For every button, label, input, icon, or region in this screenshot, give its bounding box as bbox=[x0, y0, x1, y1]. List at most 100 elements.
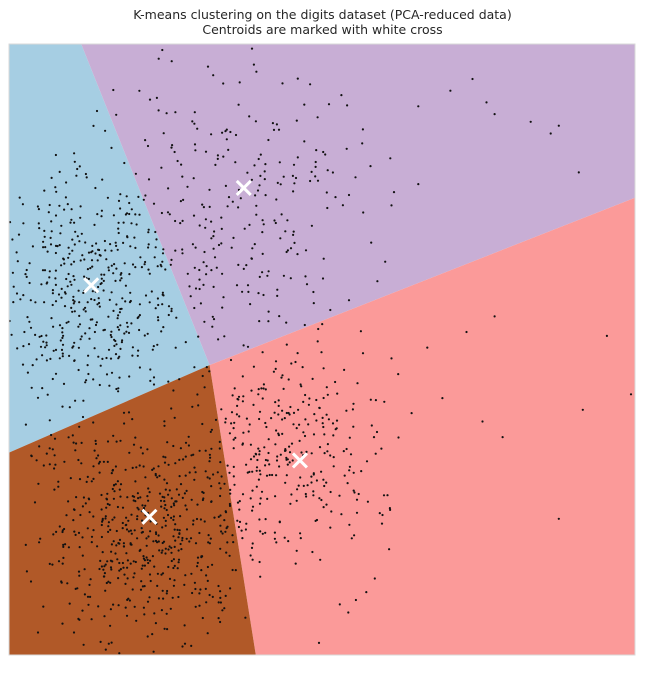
data-point bbox=[289, 405, 292, 409]
data-point bbox=[313, 413, 316, 416]
data-point bbox=[189, 295, 192, 298]
data-point bbox=[277, 432, 280, 435]
data-point bbox=[62, 545, 65, 549]
data-point bbox=[251, 470, 254, 473]
data-point bbox=[63, 291, 67, 294]
data-point bbox=[208, 370, 211, 373]
data-point bbox=[38, 335, 41, 338]
data-point bbox=[220, 475, 223, 478]
data-point bbox=[259, 153, 262, 156]
data-point bbox=[261, 532, 264, 535]
data-point bbox=[186, 185, 189, 188]
data-point bbox=[140, 527, 143, 530]
data-point bbox=[162, 540, 166, 543]
data-point bbox=[274, 443, 277, 446]
data-point bbox=[264, 163, 267, 166]
data-point bbox=[261, 231, 264, 234]
data-point bbox=[101, 357, 104, 360]
cluster-region-2 bbox=[81, 44, 635, 366]
data-point bbox=[73, 278, 76, 281]
data-point bbox=[151, 633, 154, 636]
data-point bbox=[152, 467, 155, 470]
data-point bbox=[300, 451, 303, 454]
data-point bbox=[144, 260, 147, 264]
data-point bbox=[198, 224, 201, 227]
data-point bbox=[134, 266, 137, 269]
data-point bbox=[191, 243, 194, 246]
data-point bbox=[332, 434, 335, 437]
data-point bbox=[392, 191, 396, 194]
data-point bbox=[389, 157, 392, 160]
data-point bbox=[122, 221, 125, 224]
data-point bbox=[257, 393, 260, 396]
data-point bbox=[167, 565, 170, 569]
data-point bbox=[126, 496, 129, 499]
data-point bbox=[378, 511, 381, 515]
data-point bbox=[172, 389, 175, 392]
data-point bbox=[144, 139, 147, 142]
data-point bbox=[154, 531, 158, 534]
data-point bbox=[316, 340, 319, 343]
data-point bbox=[83, 275, 86, 278]
data-point bbox=[205, 366, 208, 369]
data-point bbox=[163, 424, 166, 427]
data-point bbox=[234, 161, 237, 164]
data-point bbox=[233, 421, 236, 424]
data-point bbox=[317, 641, 321, 645]
data-point bbox=[184, 441, 188, 444]
data-point bbox=[325, 386, 328, 389]
data-point bbox=[365, 591, 368, 594]
data-point bbox=[121, 561, 124, 565]
data-point bbox=[90, 259, 94, 262]
data-point bbox=[327, 103, 331, 106]
data-point bbox=[90, 618, 93, 621]
data-point bbox=[286, 249, 289, 252]
data-point bbox=[128, 212, 131, 216]
data-point bbox=[193, 111, 196, 114]
data-point bbox=[350, 537, 353, 540]
data-point bbox=[256, 189, 260, 192]
data-point bbox=[129, 542, 132, 545]
centroid-cross-stroke bbox=[235, 179, 252, 197]
data-point bbox=[153, 612, 156, 615]
data-point bbox=[234, 569, 237, 572]
data-point bbox=[138, 314, 141, 317]
data-point bbox=[157, 540, 160, 543]
data-point bbox=[28, 281, 31, 285]
data-point bbox=[228, 471, 231, 474]
data-point bbox=[157, 57, 160, 60]
data-point bbox=[71, 434, 74, 437]
data-point bbox=[237, 398, 240, 401]
data-point bbox=[317, 327, 320, 331]
data-point bbox=[549, 132, 552, 135]
data-point bbox=[61, 622, 64, 625]
data-point bbox=[77, 531, 81, 535]
data-point bbox=[81, 415, 85, 419]
data-point bbox=[298, 423, 301, 426]
data-point bbox=[63, 305, 67, 308]
data-point bbox=[166, 628, 169, 631]
data-point bbox=[191, 591, 194, 595]
data-point bbox=[212, 247, 215, 250]
data-point bbox=[209, 456, 212, 459]
data-point bbox=[106, 460, 109, 463]
data-point bbox=[289, 502, 292, 505]
data-point bbox=[324, 153, 327, 156]
data-point bbox=[304, 418, 307, 421]
data-point bbox=[95, 242, 98, 245]
data-point bbox=[90, 298, 93, 301]
data-point bbox=[346, 482, 349, 485]
data-point bbox=[62, 382, 66, 385]
data-point bbox=[239, 197, 242, 200]
data-point bbox=[174, 219, 177, 223]
data-point bbox=[91, 290, 94, 293]
data-point bbox=[15, 292, 19, 295]
data-point bbox=[212, 235, 215, 238]
data-point bbox=[174, 523, 177, 526]
data-point bbox=[146, 448, 149, 451]
data-point bbox=[70, 283, 73, 286]
data-point bbox=[172, 584, 175, 587]
data-point bbox=[122, 545, 125, 548]
data-point bbox=[181, 536, 184, 540]
data-point bbox=[257, 157, 260, 161]
